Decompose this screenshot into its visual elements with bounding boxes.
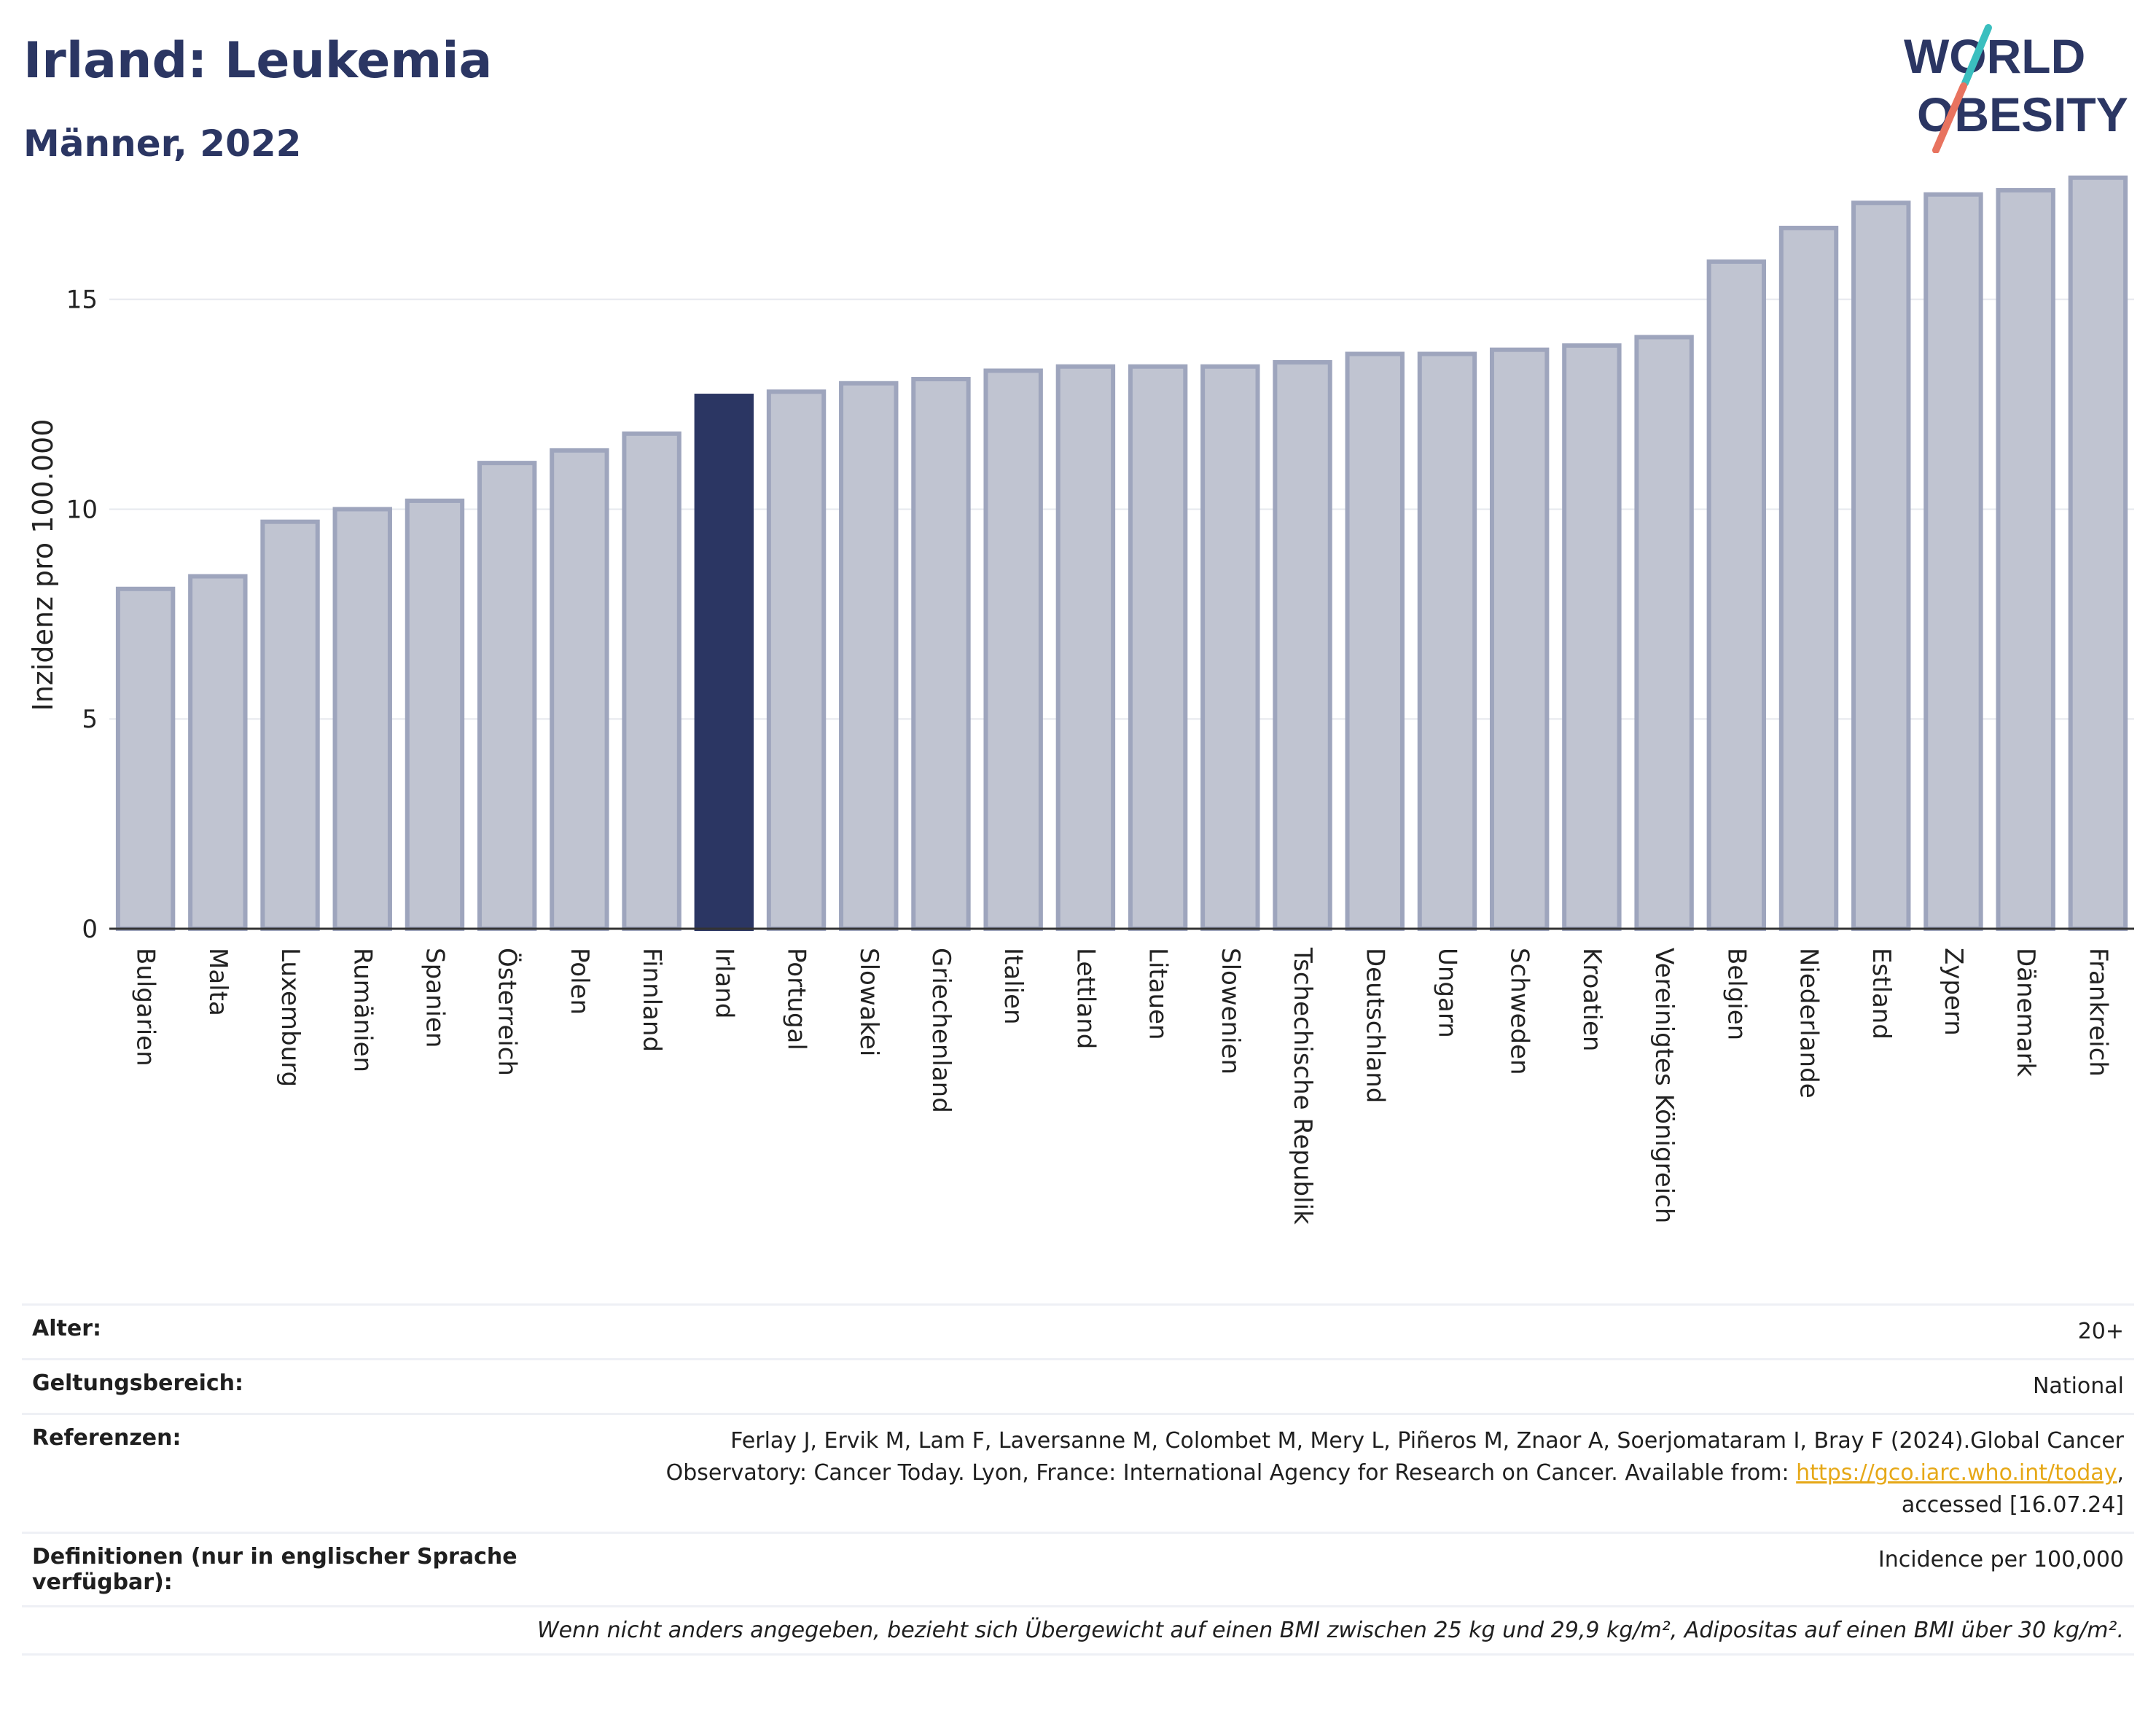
scope-value: National — [2032, 1373, 2124, 1399]
world-obesity-logo: WORLD OBESITY — [1904, 24, 2128, 153]
y-tick-label: 10 — [66, 495, 98, 524]
x-tick-label: Kroatien — [1577, 948, 1606, 1051]
y-axis-labels: 0 5 10 15 — [66, 286, 98, 944]
bar-griechenland — [911, 377, 971, 931]
x-tick-label: Frankreich — [2083, 948, 2112, 1077]
x-tick-label: Österreich — [493, 948, 523, 1076]
bar-schweden — [1489, 347, 1550, 931]
x-tick-label: Belgien — [1722, 948, 1751, 1040]
bar-ungarn — [1417, 351, 1477, 931]
references-value: Ferlay J, Ervik M, Lam F, Laversanne M, … — [593, 1425, 2124, 1521]
page-title: Irland: Leukemia — [23, 32, 493, 90]
x-tick-label: Estland — [1867, 948, 1896, 1040]
x-tick-label: Polen — [565, 948, 594, 1015]
definitions-label: Definitionen (nur in englischer Sprache … — [32, 1544, 517, 1595]
y-tick-label: 5 — [82, 705, 98, 734]
x-tick-label: Ungarn — [1432, 948, 1461, 1038]
bar-dänemark — [1996, 188, 2055, 931]
bar-bulgarien — [115, 586, 176, 931]
footnote: Wenn nicht anders angegeben, bezieht sic… — [536, 1618, 2124, 1643]
x-tick-label: Finnland — [637, 948, 666, 1052]
bar-vereinigtes-königreich — [1634, 335, 1694, 931]
x-tick-label: Niederlande — [1794, 948, 1824, 1099]
bar-frankreich — [2068, 175, 2128, 931]
x-tick-label: Dänemark — [2011, 948, 2040, 1077]
age-value: 20+ — [2077, 1319, 2124, 1344]
bar-spanien — [405, 498, 465, 931]
bar-italien — [983, 368, 1043, 931]
info-row-note: Wenn nicht anders angegeben, bezieht sic… — [22, 1605, 2134, 1656]
bar-österreich — [477, 461, 537, 931]
x-tick-label: Griechenland — [926, 948, 956, 1113]
references-label: Referenzen: — [32, 1425, 181, 1451]
bar-belgien — [1706, 259, 1767, 932]
x-tick-label: Italien — [999, 948, 1028, 1025]
bar-slowenien — [1200, 364, 1260, 931]
y-axis-title: Inzidenz pro 100.000 — [27, 419, 59, 711]
x-tick-label: Zypern — [1939, 948, 1968, 1036]
bar-rumänien — [332, 507, 392, 931]
bar-estland — [1851, 200, 1911, 931]
scope-label: Geltungsbereich: — [32, 1371, 244, 1396]
x-tick-label: Slowenien — [1216, 948, 1245, 1075]
info-row-references: Referenzen: Ferlay J, Ervik M, Lam F, La… — [22, 1413, 2134, 1532]
references-text: Ferlay J, Ervik M, Lam F, Laversanne M, … — [665, 1428, 2124, 1486]
x-tick-label: Rumänien — [348, 948, 377, 1072]
page-subtitle: Männer, 2022 — [23, 122, 302, 165]
logo-line1: WORLD — [1904, 29, 2085, 83]
references-link[interactable]: https://gco.iarc.who.int/today — [1796, 1460, 2117, 1486]
x-tick-label: Malta — [203, 948, 233, 1016]
bar-litauen — [1128, 364, 1188, 931]
x-tick-label: Litauen — [1144, 948, 1173, 1040]
x-tick-label: Bulgarien — [131, 948, 160, 1067]
y-tick-label: 15 — [66, 286, 98, 315]
bar-polen — [550, 448, 609, 931]
info-row-age: Alter: 20+ — [22, 1303, 2134, 1358]
chart-bars — [115, 175, 2128, 932]
bar-tschechische-republik — [1273, 360, 1332, 931]
x-tick-label: Tschechische Republik — [1288, 947, 1317, 1225]
x-tick-label: Deutschland — [1360, 948, 1389, 1103]
bar-kroatien — [1562, 343, 1622, 931]
x-tick-label: Slowakei — [854, 948, 883, 1056]
x-axis-labels: Bulgarien Malta Luxemburg Rumänien Spanien Ös… — [131, 947, 2113, 1225]
x-tick-label: Irland — [709, 948, 738, 1018]
info-row-scope: Geltungsbereich: National — [22, 1358, 2134, 1413]
bar-luxemburg — [260, 519, 320, 931]
bar-irland — [694, 394, 754, 931]
bar-malta — [188, 574, 248, 931]
x-tick-label: Schweden — [1505, 948, 1534, 1075]
y-tick-label: 0 — [82, 915, 98, 944]
references-tail: , accessed [16.07.24] — [1901, 1460, 2124, 1518]
x-tick-label: Luxemburg — [276, 948, 305, 1087]
bar-chart: Bulgarien Malta Luxemburg Rumänien Spanien Ös… — [27, 175, 2134, 1225]
info-row-definitions: Definitionen (nur in englischer Sprache … — [22, 1532, 2134, 1605]
info-table: Alter: 20+ Geltungsbereich: National Ref… — [22, 1303, 2134, 1656]
bar-zypern — [1923, 192, 1983, 931]
logo-slash-teal — [1961, 24, 1992, 87]
bar-portugal — [766, 389, 827, 931]
bar-slowakei — [839, 381, 899, 931]
x-tick-label: Vereinigtes Königreich — [1649, 948, 1679, 1223]
logo-slash-red — [1932, 82, 1967, 153]
x-tick-label: Lettland — [1071, 948, 1100, 1049]
x-tick-label: Portugal — [782, 948, 811, 1050]
age-label: Alter: — [32, 1316, 101, 1341]
bar-lettland — [1055, 364, 1116, 931]
bar-deutschland — [1345, 351, 1405, 931]
bar-niederlande — [1778, 225, 1839, 932]
definitions-value: Incidence per 100,000 — [1878, 1547, 2124, 1572]
x-tick-label: Spanien — [420, 948, 449, 1048]
bar-finnland — [622, 431, 681, 931]
